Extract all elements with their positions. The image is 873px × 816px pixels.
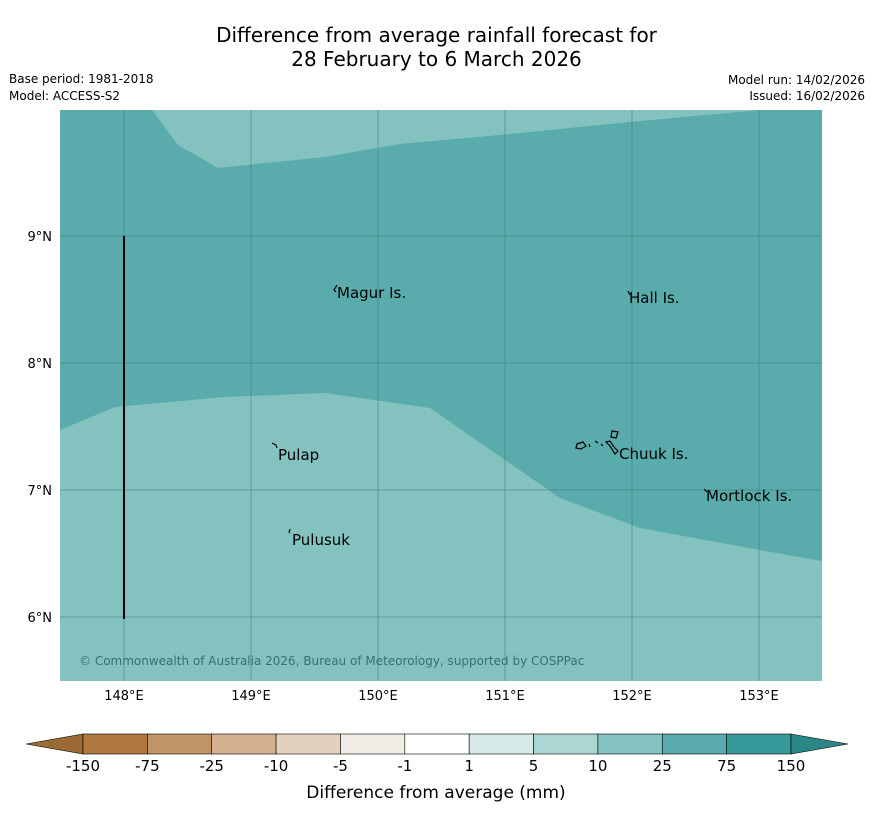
legend-under-arrow: [25, 733, 84, 755]
longitude-labels: 148°E 149°E 150°E 151°E 152°E 153°E: [104, 689, 779, 704]
model-run-date: Model run: 14/02/2026: [727, 73, 865, 87]
legend-tick-label: 1: [464, 757, 474, 775]
lat-label-6n: 6°N: [28, 611, 53, 626]
latitude-labels: 9°N 8°N 7°N 6°N: [28, 230, 53, 626]
legend-tick-label: -75: [135, 757, 160, 775]
model-name: Model: ACCESS-S2: [9, 89, 121, 103]
legend-tick-label: 5: [529, 757, 539, 775]
label-chuuk-is: Chuuk Is.: [619, 445, 688, 463]
legend-tick-label: 75: [717, 757, 736, 775]
pulap-island-outline: [271, 442, 278, 449]
lon-label-152e: 152°E: [612, 689, 652, 704]
legend-colorbar: -150 -75 -25 -10 -5 -1 1 5 10 25 75 150 Difference …: [25, 733, 849, 803]
issued-date: Issued: 16/02/2026: [749, 89, 865, 103]
legend-tick-label: 25: [653, 757, 672, 775]
map-title-line1: Difference from average rainfall forecas…: [216, 23, 657, 47]
lat-label-8n: 8°N: [28, 357, 53, 372]
legend-tick-labels: -150 -75 -25 -10 -5 -1 1 5 10 25 75 150: [66, 757, 805, 775]
legend-tick-label: -150: [66, 757, 100, 775]
legend-tick-label: -25: [199, 757, 224, 775]
lon-label-150e: 150°E: [358, 689, 398, 704]
legend-tick-label: -10: [264, 757, 289, 775]
label-pulusuk: Pulusuk: [292, 531, 350, 549]
legend-color-box: [661, 733, 727, 755]
lon-label-149e: 149°E: [231, 689, 271, 704]
legend-color-boxes: [82, 733, 792, 755]
legend-color-box: [726, 733, 792, 755]
mortlock-island-outline: [703, 488, 708, 493]
chuuk-island-outlines: [575, 430, 619, 455]
legend-over-arrow: [790, 733, 849, 755]
base-period: Base period: 1981-2018: [9, 72, 154, 86]
lat-label-7n: 7°N: [28, 484, 53, 499]
legend-tick-label: 150: [777, 757, 806, 775]
label-magur-is: Magur Is.: [337, 284, 406, 302]
legend-color-box: [82, 733, 148, 755]
label-pulap: Pulap: [278, 446, 319, 464]
rainfall-map: Magur Is. Hall Is. Pulap Chuuk Is. Mortl…: [28, 110, 822, 704]
legend-color-box: [275, 733, 341, 755]
legend-tick-label: -1: [397, 757, 412, 775]
legend-color-box: [340, 733, 406, 755]
copyright-notice: © Commonwealth of Australia 2026, Bureau…: [79, 654, 584, 668]
legend-color-box: [404, 733, 470, 755]
label-hall-is: Hall Is.: [629, 289, 680, 307]
legend-color-box: [147, 733, 213, 755]
legend-color-box: [533, 733, 599, 755]
legend-title: Difference from average (mm): [306, 783, 565, 803]
legend-color-box: [468, 733, 534, 755]
lat-label-9n: 9°N: [28, 230, 53, 245]
hall-island-outline: [627, 290, 631, 296]
legend-tick-label: 10: [588, 757, 607, 775]
island-outlines: [271, 284, 708, 534]
pulusuk-island-outline: [288, 528, 291, 534]
magur-island-outline: [333, 284, 338, 293]
legend-color-box: [211, 733, 277, 755]
map-title-line2: 28 February to 6 March 2026: [291, 47, 582, 71]
legend-tick-label: -5: [333, 757, 348, 775]
lon-label-148e: 148°E: [104, 689, 144, 704]
label-mortlock-is: Mortlock Is.: [706, 487, 792, 505]
legend-color-box: [597, 733, 663, 755]
place-labels: Magur Is. Hall Is. Pulap Chuuk Is. Mortl…: [278, 284, 792, 549]
lon-label-153e: 153°E: [739, 689, 779, 704]
lon-label-151e: 151°E: [485, 689, 525, 704]
